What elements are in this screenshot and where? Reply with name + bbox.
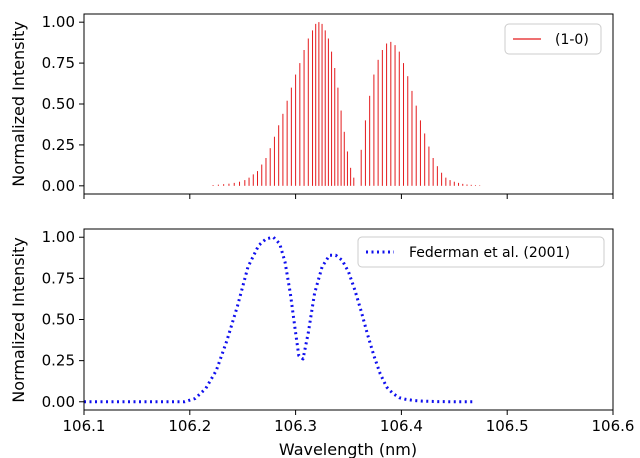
top-axes-frame xyxy=(83,13,614,195)
bottom-ytick-label: 0.25 xyxy=(42,352,75,370)
bottom-ytick-label: 0.50 xyxy=(42,311,75,329)
top-ytick-label: 0.25 xyxy=(42,136,75,154)
bottom-xtick-label: 106.4 xyxy=(380,417,423,435)
bottom-xtick-label: 106.1 xyxy=(63,417,106,435)
bottom-panel: Normalized Intensity 0.00 0.25 0.50 0.75 1.0… xyxy=(9,228,634,458)
bottom-legend-box xyxy=(357,236,605,268)
bottom-xtick-label: 106.5 xyxy=(486,417,529,435)
bottom-ytick-label: 1.00 xyxy=(42,228,75,246)
bottom-ylabel: Normalized Intensity xyxy=(9,237,28,402)
bottom-xtick-label: 106.6 xyxy=(592,417,635,435)
bottom-ytick-label: 0.00 xyxy=(42,393,75,411)
bottom-xlabel: Wavelength (nm) xyxy=(279,440,417,458)
top-ytick-label: 0.50 xyxy=(42,95,75,113)
bottom-xticks: 106.1 106.2 106.3 106.4 106.5 106.6 xyxy=(63,410,635,435)
top-ytick-label: 0.75 xyxy=(42,54,75,72)
bottom-xtick-label: 106.2 xyxy=(168,417,211,435)
bottom-yticks: 0.00 0.25 0.50 0.75 1.00 xyxy=(42,228,84,411)
bottom-axes-frame xyxy=(83,228,614,411)
bottom-plot-area xyxy=(84,235,476,404)
bottom-legend-label: Federman et al. (2001) xyxy=(409,245,570,261)
top-ylabel: Normalized Intensity xyxy=(9,21,28,186)
top-plot-area xyxy=(212,22,481,186)
top-yticks: 0.00 0.25 0.50 0.75 1.00 xyxy=(42,13,84,195)
bottom-series-line xyxy=(84,235,476,404)
top-legend-label: (1-0) xyxy=(555,32,589,48)
top-ytick-label: 0.00 xyxy=(42,177,75,195)
bottom-xtick-label: 106.3 xyxy=(274,417,317,435)
bottom-legend: Federman et al. (2001) xyxy=(357,236,605,268)
top-legend-box xyxy=(504,23,602,55)
top-panel: Normalized Intensity 0.00 0.25 0.50 0.75 1.0… xyxy=(9,13,614,199)
top-legend: (1-0) xyxy=(504,23,602,55)
bottom-ytick-label: 0.75 xyxy=(42,269,75,287)
top-ytick-label: 1.00 xyxy=(42,13,75,31)
top-xticks xyxy=(83,194,614,199)
